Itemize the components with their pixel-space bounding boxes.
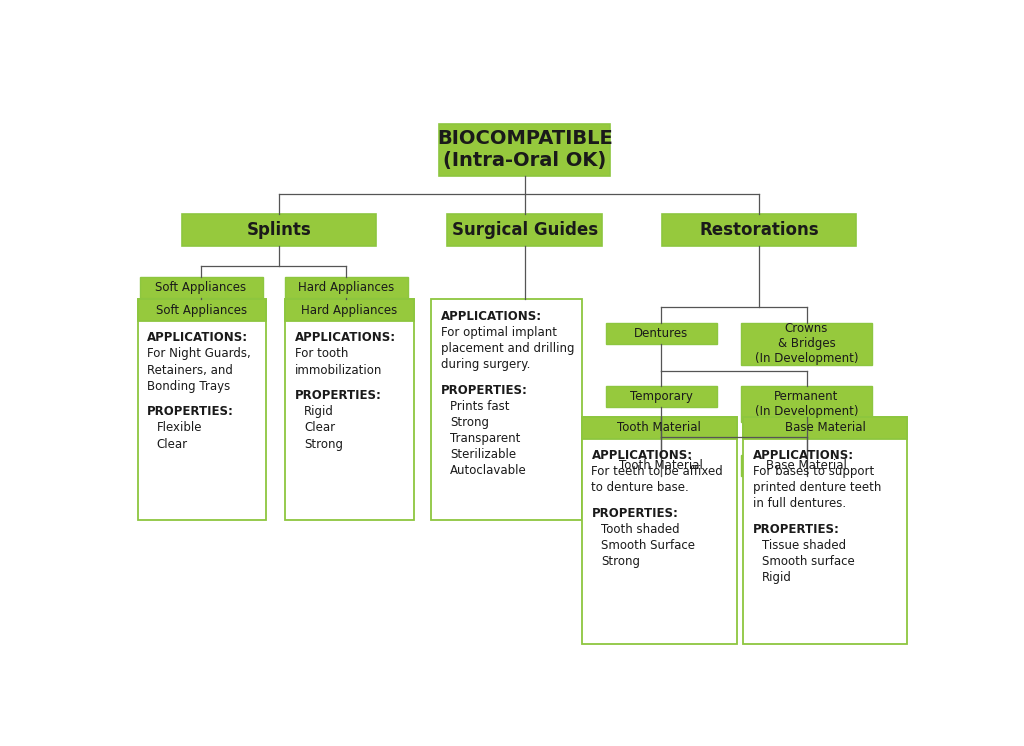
Text: Permanent
(In Development): Permanent (In Development) (755, 390, 858, 419)
Text: Base Material: Base Material (766, 460, 847, 472)
Text: during surgery.: during surgery. (440, 358, 530, 371)
Text: PROPERTIES:: PROPERTIES: (295, 389, 382, 402)
Text: printed denture teeth: printed denture teeth (753, 481, 881, 495)
FancyBboxPatch shape (447, 214, 602, 246)
Text: Smooth surface: Smooth surface (762, 555, 855, 568)
Text: PROPERTIES:: PROPERTIES: (440, 383, 527, 397)
FancyBboxPatch shape (582, 417, 736, 644)
Text: Bonding Trays: Bonding Trays (147, 380, 230, 392)
FancyBboxPatch shape (285, 299, 414, 321)
FancyBboxPatch shape (662, 214, 856, 246)
FancyBboxPatch shape (431, 299, 582, 521)
Text: Rigid: Rigid (304, 405, 334, 419)
Text: Flexible: Flexible (157, 421, 202, 434)
Text: Soft Appliances: Soft Appliances (157, 304, 248, 316)
Text: Strong: Strong (601, 555, 640, 568)
Text: BIOCOMPATIBLE
(Intra-Oral OK): BIOCOMPATIBLE (Intra-Oral OK) (437, 129, 612, 170)
Text: APPLICATIONS:: APPLICATIONS: (592, 449, 692, 462)
Text: Tissue shaded: Tissue shaded (762, 539, 846, 552)
FancyBboxPatch shape (285, 299, 414, 521)
Text: APPLICATIONS:: APPLICATIONS: (295, 331, 396, 345)
FancyBboxPatch shape (439, 124, 610, 175)
Text: to denture base.: to denture base. (592, 481, 689, 495)
Text: Prints fast: Prints fast (451, 400, 510, 413)
FancyBboxPatch shape (181, 214, 376, 246)
Text: Hard Appliances: Hard Appliances (298, 281, 394, 294)
FancyBboxPatch shape (741, 455, 872, 477)
Text: For optimal implant: For optimal implant (440, 325, 557, 339)
Text: Base Material: Base Material (784, 421, 865, 434)
Text: immobilization: immobilization (295, 363, 382, 377)
FancyBboxPatch shape (139, 277, 262, 298)
Text: Dentures: Dentures (634, 327, 688, 340)
Text: Tooth shaded: Tooth shaded (601, 523, 680, 536)
Text: Restorations: Restorations (699, 222, 819, 239)
Text: For teeth to be affixed: For teeth to be affixed (592, 466, 723, 478)
Text: Retainers, and: Retainers, and (147, 363, 232, 377)
Text: PROPERTIES:: PROPERTIES: (147, 405, 233, 419)
Text: APPLICATIONS:: APPLICATIONS: (440, 310, 542, 322)
Text: Clear: Clear (157, 437, 187, 451)
Text: Tooth Material: Tooth Material (617, 421, 701, 434)
Text: Clear: Clear (304, 421, 335, 434)
FancyBboxPatch shape (743, 417, 907, 439)
Text: Tooth Material: Tooth Material (620, 460, 703, 472)
Text: Soft Appliances: Soft Appliances (156, 281, 247, 294)
Text: Transparent: Transparent (451, 432, 520, 445)
Text: For bases to support: For bases to support (753, 466, 873, 478)
Text: For tooth: For tooth (295, 348, 348, 360)
Text: APPLICATIONS:: APPLICATIONS: (147, 331, 248, 345)
FancyBboxPatch shape (582, 417, 736, 439)
Text: Smooth Surface: Smooth Surface (601, 539, 695, 552)
FancyBboxPatch shape (606, 323, 717, 344)
Text: Splints: Splints (247, 222, 311, 239)
Text: PROPERTIES:: PROPERTIES: (753, 523, 840, 536)
FancyBboxPatch shape (137, 299, 266, 321)
Text: Strong: Strong (304, 437, 343, 451)
Text: For Night Guards,: For Night Guards, (147, 348, 251, 360)
Text: Autoclavable: Autoclavable (451, 464, 527, 477)
Text: Temporary: Temporary (630, 390, 693, 404)
FancyBboxPatch shape (285, 277, 408, 298)
FancyBboxPatch shape (137, 299, 266, 521)
Text: Sterilizable: Sterilizable (451, 448, 516, 461)
Text: Hard Appliances: Hard Appliances (301, 304, 397, 316)
Text: placement and drilling: placement and drilling (440, 342, 574, 354)
Text: APPLICATIONS:: APPLICATIONS: (753, 449, 854, 462)
FancyBboxPatch shape (741, 323, 872, 365)
Text: Rigid: Rigid (762, 571, 792, 584)
FancyBboxPatch shape (606, 386, 717, 407)
Text: Strong: Strong (451, 416, 489, 429)
FancyBboxPatch shape (596, 455, 727, 477)
Text: in full dentures.: in full dentures. (753, 498, 846, 510)
FancyBboxPatch shape (743, 417, 907, 644)
Text: Surgical Guides: Surgical Guides (452, 222, 598, 239)
Text: PROPERTIES:: PROPERTIES: (592, 507, 678, 520)
FancyBboxPatch shape (741, 386, 872, 422)
Text: Crowns
& Bridges
(In Development): Crowns & Bridges (In Development) (755, 322, 858, 366)
